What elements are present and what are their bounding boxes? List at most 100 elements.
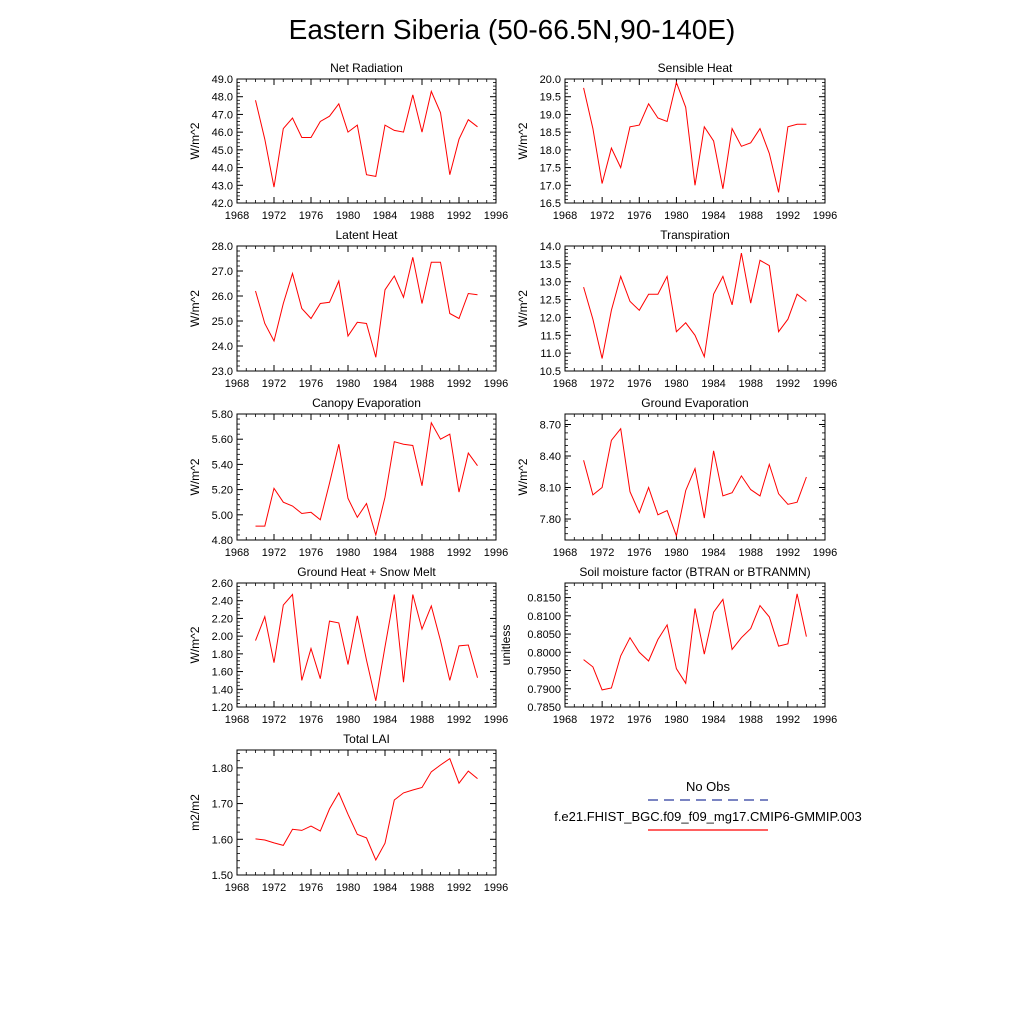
x-tick-label: 1992 [447, 210, 471, 222]
series-line [583, 593, 807, 691]
y-tick-label: 11.5 [540, 330, 561, 342]
panel-title: Latent Heat [335, 228, 398, 242]
x-tick-label: 1976 [299, 882, 323, 894]
x-tick-label: 1976 [627, 210, 651, 222]
panel-3: 1968 1972 1976 1980 1984 1988 1992 1996 23.0 24.0… [188, 228, 508, 390]
y-tick-label: 1.60 [212, 667, 233, 679]
plot-frame [236, 245, 497, 372]
x-tick-label: 1984 [701, 378, 725, 390]
y-tick-label: 26.0 [212, 291, 233, 303]
y-tick-label: 28.0 [212, 241, 233, 253]
y-tick-label: 0.8100 [527, 611, 561, 623]
x-tick-label: 1996 [813, 378, 837, 390]
x-tick-label: 1976 [627, 547, 651, 559]
y-tick-label: 20.0 [540, 74, 561, 86]
y-tick-label: 1.80 [212, 649, 233, 661]
x-tick-label: 1992 [776, 547, 800, 559]
y-tick-label: 44.0 [212, 163, 233, 175]
y-tick-label: 8.40 [540, 451, 561, 463]
y-tick-label: 2.00 [212, 631, 233, 643]
y-tick-label: 17.5 [540, 163, 561, 175]
y-tick-label: 18.5 [540, 127, 561, 139]
y-tick-label: 49.0 [212, 74, 233, 86]
y-tick-label: 16.5 [540, 198, 561, 210]
x-tick-label: 1984 [701, 210, 725, 222]
x-tick-label: 1972 [262, 378, 286, 390]
x-tick-label: 1996 [484, 882, 508, 894]
x-tick-label: 1996 [484, 547, 508, 559]
y-tick-label: 0.7900 [527, 684, 561, 696]
plot-frame [236, 78, 497, 204]
y-tick-label: 1.20 [212, 702, 233, 714]
x-tick-label: 1972 [262, 547, 286, 559]
series-line [255, 593, 478, 701]
y-tick-label: 10.5 [540, 366, 561, 378]
y-tick-label: 19.0 [540, 109, 561, 121]
series-line [255, 757, 478, 862]
y-tick-label: 1.70 [212, 799, 233, 811]
x-tick-label: 1972 [590, 714, 614, 726]
x-tick-label: 1980 [664, 547, 688, 559]
x-tick-label: 1972 [590, 547, 614, 559]
legend: No Obs f.e21.FHIST_BGC.f09_f09_mg17.CMIP… [520, 778, 896, 838]
panel-title: Sensible Heat [658, 61, 733, 75]
panel-title: Net Radiation [330, 61, 403, 75]
x-tick-label: 1984 [701, 714, 725, 726]
panel-8: 1968 1972 1976 1980 1984 1988 1992 1996 0.7850 0.… [499, 565, 837, 726]
x-tick-label: 1992 [776, 210, 800, 222]
series-line [583, 253, 807, 359]
x-tick-label: 1988 [738, 547, 762, 559]
x-tick-label: 1968 [225, 714, 249, 726]
y-tick-label: 25.0 [212, 316, 233, 328]
x-tick-label: 1988 [410, 547, 434, 559]
panel-title: Transpiration [660, 228, 730, 242]
y-tick-label: 2.60 [212, 578, 233, 590]
y-tick-label: 11.0 [540, 348, 561, 360]
y-tick-label: 5.80 [212, 409, 233, 421]
y-axis-label: W/m^2 [516, 290, 530, 327]
x-tick-label: 1968 [553, 210, 577, 222]
y-tick-label: 42.0 [212, 198, 233, 210]
panel-title: Ground Evaporation [641, 396, 748, 410]
legend-swatch-obs [648, 799, 768, 801]
x-tick-label: 1984 [373, 547, 397, 559]
series-line [255, 421, 478, 537]
x-tick-label: 1980 [664, 714, 688, 726]
panel-6: 1968 1972 1976 1980 1984 1988 1992 1996 7.80 8.10… [516, 396, 837, 559]
x-tick-label: 1980 [336, 882, 360, 894]
x-tick-label: 1976 [299, 210, 323, 222]
y-tick-label: 19.5 [540, 92, 561, 104]
x-tick-label: 1980 [336, 210, 360, 222]
plot-frame [236, 582, 497, 708]
x-tick-label: 1996 [813, 714, 837, 726]
x-tick-label: 1996 [813, 210, 837, 222]
panel-title: Soil moisture factor (BTRAN or BTRANMN) [579, 565, 810, 579]
panel-2: 1968 1972 1976 1980 1984 1988 1992 1996 16.5 17.0… [516, 61, 837, 222]
y-tick-label: 8.70 [540, 420, 561, 432]
legend-label-model: f.e21.FHIST_BGC.f09_f09_mg17.CMIP6-GMMIP… [554, 809, 862, 824]
x-tick-label: 1988 [410, 210, 434, 222]
y-tick-label: 45.0 [212, 145, 233, 157]
x-tick-label: 1980 [336, 378, 360, 390]
y-tick-label: 1.60 [212, 834, 233, 846]
x-tick-label: 1968 [553, 378, 577, 390]
plot-frame [564, 582, 826, 708]
y-tick-label: 47.0 [212, 109, 233, 121]
x-tick-label: 1992 [447, 378, 471, 390]
y-tick-label: 0.8050 [527, 629, 561, 641]
y-tick-label: 12.0 [540, 312, 561, 324]
panel-title: Total LAI [343, 732, 390, 746]
y-tick-label: 0.8150 [527, 593, 561, 605]
x-tick-label: 1992 [776, 378, 800, 390]
x-tick-label: 1984 [373, 714, 397, 726]
x-tick-label: 1968 [553, 714, 577, 726]
series-line [255, 257, 478, 358]
y-tick-label: 5.00 [212, 510, 233, 522]
x-tick-label: 1988 [738, 378, 762, 390]
x-tick-label: 1992 [776, 714, 800, 726]
y-tick-label: 5.60 [212, 434, 233, 446]
y-tick-label: 1.40 [212, 684, 233, 696]
x-tick-label: 1988 [410, 378, 434, 390]
y-tick-label: 1.80 [212, 763, 233, 775]
y-tick-label: 18.0 [540, 145, 561, 157]
